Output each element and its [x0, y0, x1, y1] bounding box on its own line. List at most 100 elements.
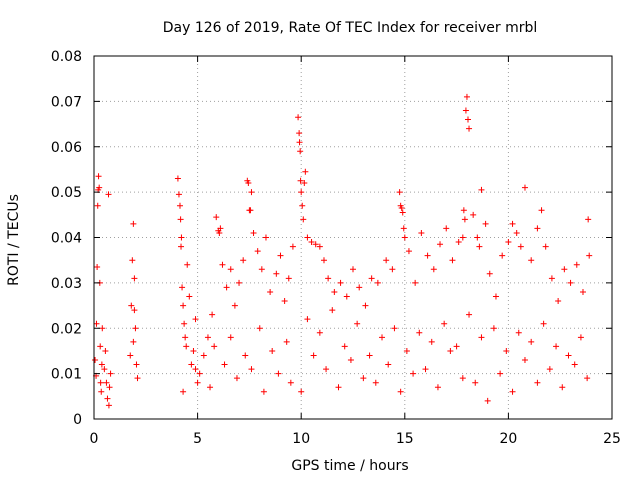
- data-point-marker: [179, 284, 186, 291]
- data-point-marker: [131, 275, 138, 282]
- data-point-marker: [302, 168, 309, 175]
- x-axis-label: GPS time / hours: [291, 458, 408, 474]
- data-point-marker: [447, 347, 454, 354]
- data-point-marker: [107, 370, 114, 377]
- data-point-marker: [267, 288, 274, 295]
- data-point-marker: [484, 397, 491, 404]
- data-point-marker: [131, 307, 138, 314]
- data-point-marker: [236, 279, 243, 286]
- data-point-marker: [474, 234, 481, 241]
- data-point-marker: [106, 384, 113, 391]
- data-point-marker: [453, 343, 460, 350]
- data-point-marker: [103, 379, 110, 386]
- data-point-marker: [96, 184, 103, 191]
- data-point-marker: [216, 229, 223, 236]
- data-point-marker: [472, 379, 479, 386]
- data-point-marker: [343, 293, 350, 300]
- data-point-marker: [548, 275, 555, 282]
- data-point-marker: [567, 279, 574, 286]
- data-point-marker: [368, 275, 375, 282]
- data-point-marker: [127, 352, 134, 359]
- data-point-marker: [437, 241, 444, 248]
- data-point-marker: [182, 334, 189, 341]
- data-point-marker: [486, 270, 493, 277]
- data-point-marker: [374, 279, 381, 286]
- data-point-marker: [462, 107, 469, 114]
- data-point-marker: [323, 366, 330, 373]
- data-point-marker: [521, 184, 528, 191]
- data-point-marker: [577, 334, 584, 341]
- data-point-marker: [180, 388, 187, 395]
- y-tick-label: 0.04: [51, 231, 82, 247]
- x-tick-label: 25: [603, 431, 621, 447]
- data-point-marker: [565, 352, 572, 359]
- data-point-marker: [296, 139, 303, 146]
- data-point-marker: [460, 207, 467, 214]
- data-point-marker: [499, 252, 506, 259]
- data-point-marker: [586, 252, 593, 259]
- data-point-marker: [517, 243, 524, 250]
- data-point-marker: [175, 191, 182, 198]
- data-point-marker: [209, 311, 216, 318]
- data-point-marker: [528, 338, 535, 345]
- data-point-marker: [304, 316, 311, 323]
- data-point-marker: [401, 234, 408, 241]
- data-point-marker: [285, 275, 292, 282]
- gridlines: [94, 56, 612, 419]
- data-point-marker: [194, 379, 201, 386]
- data-point-marker: [233, 375, 240, 382]
- data-point-marker: [301, 180, 308, 187]
- data-point-marker: [455, 239, 462, 246]
- x-tick-label: 20: [499, 431, 517, 447]
- data-point-marker: [231, 302, 238, 309]
- data-point-marker: [464, 116, 471, 123]
- data-point-marker: [176, 202, 183, 209]
- x-tick-label: 0: [90, 431, 99, 447]
- data-point-marker: [470, 211, 477, 218]
- data-point-marker: [269, 347, 276, 354]
- data-point-marker: [466, 311, 473, 318]
- data-point-marker: [183, 343, 190, 350]
- data-point-marker: [308, 239, 315, 246]
- data-point-marker: [312, 241, 319, 248]
- y-axis-label: ROTI / TECUs: [6, 194, 22, 286]
- data-point-marker: [316, 243, 323, 250]
- data-point-marker: [297, 177, 304, 184]
- data-point-marker: [542, 243, 549, 250]
- data-point-marker: [360, 375, 367, 382]
- data-point-marker: [513, 229, 520, 236]
- data-point-marker: [227, 266, 234, 273]
- data-point-marker: [275, 370, 282, 377]
- data-point-marker: [221, 361, 228, 368]
- data-point-marker: [509, 220, 516, 227]
- data-point-marker: [400, 225, 407, 232]
- data-point-marker: [466, 125, 473, 132]
- data-point-marker: [133, 361, 140, 368]
- data-point-marker: [389, 266, 396, 273]
- data-point-marker: [434, 384, 441, 391]
- data-point-marker: [102, 347, 109, 354]
- data-point-marker: [192, 366, 199, 373]
- data-point-marker: [273, 270, 280, 277]
- data-point-marker: [540, 320, 547, 327]
- data-point-marker: [329, 307, 336, 314]
- data-point-marker: [99, 325, 106, 332]
- y-tick-label: 0.02: [51, 321, 82, 337]
- data-point-marker: [534, 379, 541, 386]
- data-point-marker: [281, 298, 288, 305]
- data-point-marker: [461, 216, 468, 223]
- x-axis-ticks: 0 5 10 15 20 25: [90, 56, 621, 447]
- data-point-marker: [561, 266, 568, 273]
- y-tick-label: 0.05: [51, 185, 82, 201]
- data-point-marker: [223, 284, 230, 291]
- data-point-marker: [174, 175, 181, 182]
- data-point-marker: [410, 370, 417, 377]
- data-point-marker: [283, 338, 290, 345]
- data-point-marker: [546, 366, 553, 373]
- data-point-marker: [248, 366, 255, 373]
- data-point-marker: [250, 229, 257, 236]
- data-point-marker: [463, 93, 470, 100]
- data-point-marker: [129, 257, 136, 264]
- data-point-marker: [130, 220, 137, 227]
- data-point-marker: [97, 379, 104, 386]
